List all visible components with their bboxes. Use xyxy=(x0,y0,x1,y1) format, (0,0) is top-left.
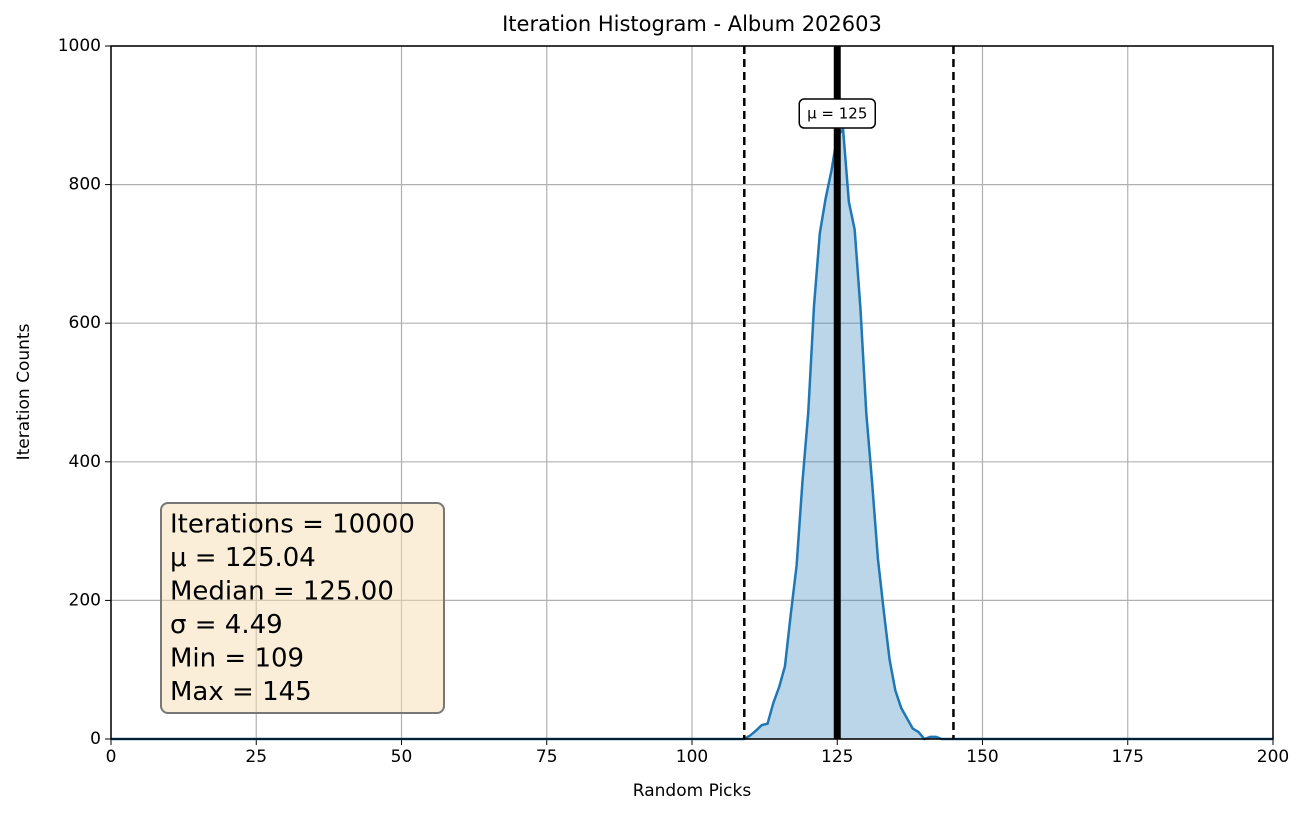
stats-box xyxy=(160,502,445,714)
stats-line: Max = 145 xyxy=(170,677,312,707)
x-tick-label: 75 xyxy=(536,747,558,767)
x-tick-label: 50 xyxy=(391,747,413,767)
y-tick-label: 1000 xyxy=(58,36,101,56)
y-tick-label: 0 xyxy=(90,729,101,749)
x-tick-label: 25 xyxy=(245,747,267,767)
stats-line: σ = 4.49 xyxy=(170,610,283,640)
plot-frame xyxy=(110,45,1274,740)
y-tick-label: 800 xyxy=(69,175,101,195)
x-axis-label: Random Picks xyxy=(633,781,752,801)
stats-line: Iterations = 10000 xyxy=(170,510,415,540)
annotation: μ = 125 xyxy=(807,105,867,123)
x-tick-label: 125 xyxy=(821,747,853,767)
line xyxy=(111,126,1273,741)
y-tick-label: 200 xyxy=(69,590,101,610)
y-tick-label: 600 xyxy=(69,313,101,333)
chart-title: Iteration Histogram - Album 202603 xyxy=(502,12,882,36)
x-tick-label: 100 xyxy=(676,747,708,767)
stats-line: μ = 125.04 xyxy=(170,543,316,573)
annotation-box xyxy=(798,98,876,129)
stats-line: Median = 125.00 xyxy=(170,577,394,607)
stats-line: Min = 109 xyxy=(170,644,304,674)
x-tick-label: 200 xyxy=(1257,747,1289,767)
x-tick-label: 150 xyxy=(966,747,998,767)
x-tick-label: 0 xyxy=(106,747,117,767)
x-tick-label: 175 xyxy=(1112,747,1144,767)
y-axis-label: Iteration Counts xyxy=(14,323,34,460)
y-tick-label: 400 xyxy=(69,452,101,472)
